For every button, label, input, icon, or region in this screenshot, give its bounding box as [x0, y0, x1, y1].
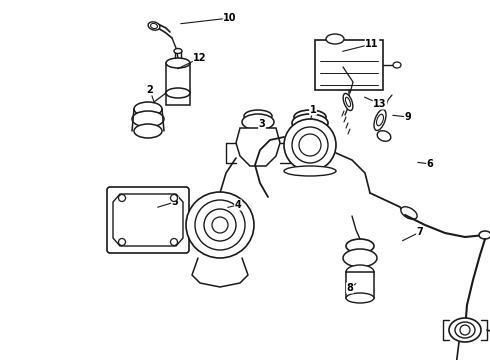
Bar [315, 40, 383, 90]
Ellipse shape [119, 194, 125, 202]
Ellipse shape [119, 238, 125, 246]
Ellipse shape [166, 58, 190, 68]
Ellipse shape [292, 127, 328, 163]
Ellipse shape [377, 131, 391, 141]
Text: 1: 1 [310, 105, 317, 115]
Ellipse shape [376, 114, 384, 126]
Ellipse shape [242, 114, 274, 130]
Text: 13: 13 [373, 99, 387, 109]
Ellipse shape [195, 200, 245, 250]
Ellipse shape [186, 192, 254, 258]
Ellipse shape [244, 110, 272, 122]
Ellipse shape [292, 114, 328, 132]
Text: 6: 6 [427, 159, 433, 169]
Text: 11: 11 [365, 39, 379, 49]
Ellipse shape [455, 322, 475, 338]
Ellipse shape [171, 194, 177, 202]
Text: 10: 10 [223, 13, 237, 23]
Bar [346, 272, 374, 298]
Ellipse shape [345, 97, 350, 107]
Ellipse shape [299, 134, 321, 156]
Ellipse shape [132, 111, 164, 127]
Ellipse shape [212, 217, 228, 233]
Text: 7: 7 [416, 227, 423, 237]
Ellipse shape [401, 207, 417, 219]
Ellipse shape [284, 119, 336, 171]
Ellipse shape [171, 238, 177, 246]
Ellipse shape [343, 249, 377, 267]
Ellipse shape [393, 62, 401, 68]
Ellipse shape [148, 22, 160, 30]
Ellipse shape [134, 102, 162, 116]
Ellipse shape [134, 124, 162, 138]
Ellipse shape [166, 88, 190, 98]
Ellipse shape [204, 209, 236, 241]
Text: 8: 8 [346, 283, 353, 293]
Ellipse shape [284, 166, 336, 176]
Ellipse shape [343, 94, 353, 111]
FancyBboxPatch shape [107, 187, 189, 253]
Polygon shape [113, 194, 183, 246]
Text: 2: 2 [147, 85, 153, 95]
Text: 4: 4 [235, 200, 242, 210]
Ellipse shape [150, 23, 157, 28]
Ellipse shape [479, 231, 490, 239]
Ellipse shape [294, 110, 326, 124]
Text: 3: 3 [259, 119, 266, 129]
Text: 5: 5 [172, 197, 178, 207]
Ellipse shape [326, 34, 344, 44]
Ellipse shape [346, 293, 374, 303]
Ellipse shape [346, 239, 374, 253]
Polygon shape [236, 128, 280, 166]
Ellipse shape [374, 109, 386, 130]
Text: 9: 9 [405, 112, 412, 122]
Text: 12: 12 [193, 53, 207, 63]
Ellipse shape [449, 318, 481, 342]
Ellipse shape [346, 265, 374, 279]
Ellipse shape [174, 49, 182, 54]
Ellipse shape [460, 325, 470, 335]
Bar [166, 63, 190, 105]
